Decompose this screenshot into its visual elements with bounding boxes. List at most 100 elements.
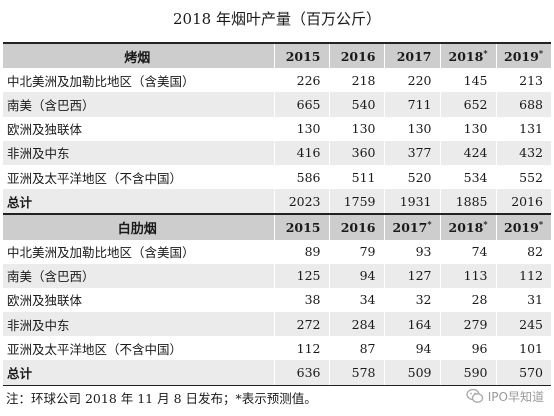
region-cell: 中北美洲及加勒比地区（含美国） (7, 73, 195, 89)
total-value-cell: 509 (383, 360, 440, 386)
year-label: 2017 (392, 219, 428, 235)
total-value-cell: 590 (439, 360, 496, 386)
value-cell: 112 (273, 336, 329, 361)
watermark: IPO早知道 (466, 385, 544, 407)
value-cell: 130 (383, 116, 440, 141)
value-cell: 93 (383, 239, 440, 264)
value-cell: 87 (328, 336, 384, 361)
value-cell: 416 (273, 140, 329, 165)
table-row: 南美（含巴西） 125 94 127 113 112 (3, 263, 551, 288)
forecast-mark: * (483, 47, 488, 58)
year-label: 2015 (285, 219, 321, 235)
value-cell: 218 (328, 68, 384, 93)
value-cell: 586 (273, 164, 329, 190)
region-cell: 亚洲及太平洋地区（不含中国） (7, 341, 183, 357)
total-value-cell: 578 (328, 360, 384, 386)
value-cell: 552 (495, 164, 551, 190)
value-cell: 125 (273, 263, 329, 288)
total-value-cell: 2023 (273, 189, 329, 215)
wechat-icon (466, 388, 483, 403)
burley-total-row: 总计 636 578 509 590 570 (3, 360, 551, 386)
value-cell: 32 (383, 287, 440, 313)
value-cell: 89 (273, 239, 329, 264)
year-label: 2015 (285, 48, 321, 64)
table-row: 亚洲及太平洋地区（不含中国） 586 511 520 534 552 (3, 164, 551, 190)
burley-year-header: 2019* (495, 213, 551, 240)
value-cell: 112 (495, 263, 551, 288)
total-value-cell: 636 (273, 360, 329, 386)
table-row: 非洲及中东 272 284 164 279 245 (3, 312, 551, 337)
value-cell: 127 (383, 263, 440, 288)
burley-header-row: 白肋烟 2015 2016 2017* 2018* 2019* (3, 213, 551, 240)
value-cell: 74 (439, 239, 496, 264)
forecast-mark: * (483, 218, 488, 229)
flue_cured-total-row: 总计 2023 1759 1931 1885 2016 (3, 189, 551, 215)
value-cell: 272 (273, 312, 329, 337)
total-value-cell: 1931 (383, 189, 440, 215)
flue_cured-year-header: 2016 (328, 41, 384, 69)
table-row: 中北美洲及加勒比地区（含美国） 89 79 93 74 82 (3, 239, 551, 264)
value-cell: 520 (383, 164, 440, 190)
value-cell: 711 (383, 92, 440, 117)
table-row: 欧洲及独联体 130 130 130 130 131 (3, 116, 551, 141)
value-cell: 34 (328, 287, 384, 313)
value-cell: 113 (439, 263, 496, 288)
table-row: 亚洲及太平洋地区（不含中国） 112 87 94 96 101 (3, 336, 551, 361)
region-cell: 非洲及中东 (3, 140, 274, 165)
total-value-cell: 570 (495, 360, 551, 386)
flue_cured-year-header: 2017 (383, 41, 440, 69)
watermark-text: IPO早知道 (487, 389, 544, 404)
table-row: 欧洲及独联体 38 34 32 28 31 (3, 287, 551, 313)
year-label: 2018 (448, 219, 484, 235)
tobacco-production-table: 烤烟 2015 2016 2017 2018* 2019* 中北美洲及加勒比地区（含美国） 2… (3, 41, 551, 386)
burley-year-header: 2016 (328, 213, 384, 240)
total-value-cell: 1759 (328, 189, 384, 215)
value-cell: 534 (439, 164, 496, 190)
value-cell: 96 (439, 336, 496, 361)
value-cell: 145 (439, 68, 496, 93)
value-cell: 540 (328, 92, 384, 117)
forecast-mark: * (538, 47, 543, 58)
burley-category-label: 白肋烟 (3, 213, 274, 240)
year-label: 2016 (340, 48, 376, 64)
value-cell: 131 (495, 116, 551, 141)
region-cell: 中北美洲及加勒比地区（含美国） (7, 245, 195, 261)
year-label: 2018 (448, 48, 484, 64)
value-cell: 284 (328, 312, 384, 337)
value-cell: 511 (328, 164, 384, 190)
value-cell: 130 (439, 116, 496, 141)
value-cell: 79 (328, 239, 384, 264)
region-cell: 亚洲及太平洋地区（不含中国） (7, 170, 183, 186)
burley-year-header: 2015 (273, 213, 329, 240)
value-cell: 432 (495, 140, 551, 165)
year-label: 2019 (504, 48, 539, 64)
value-cell: 226 (273, 68, 329, 93)
total-value-cell: 1885 (439, 189, 496, 215)
value-cell: 377 (383, 140, 440, 165)
burley-year-header: 2018* (439, 213, 496, 240)
value-cell: 665 (273, 92, 329, 117)
value-cell: 82 (495, 239, 551, 264)
value-cell: 101 (495, 336, 551, 361)
table-row: 南美（含巴西） 665 540 711 652 688 (3, 92, 551, 117)
value-cell: 130 (328, 116, 384, 141)
total-label: 总计 (3, 189, 274, 215)
flue_cured-year-header: 2019* (495, 41, 551, 69)
table-row: 非洲及中东 416 360 377 424 432 (3, 140, 551, 165)
forecast-mark: * (538, 218, 543, 229)
value-cell: 688 (495, 92, 551, 117)
year-label: 2019 (504, 219, 539, 235)
value-cell: 424 (439, 140, 496, 165)
flue_cured-year-header: 2018* (439, 41, 496, 69)
table-title: 2018 年烟叶产量（百万公斤） (173, 10, 381, 28)
region-cell: 非洲及中东 (3, 312, 274, 337)
value-cell: 94 (328, 263, 384, 288)
total-label: 总计 (3, 360, 274, 386)
value-cell: 130 (273, 116, 329, 141)
value-cell: 31 (495, 287, 551, 313)
value-cell: 213 (495, 68, 551, 93)
value-cell: 279 (439, 312, 496, 337)
region-cell: 南美（含巴西） (3, 92, 274, 117)
value-cell: 28 (439, 287, 496, 313)
source-note: 注：环球公司 2018 年 11 月 8 日发布；*表示预测值。 (6, 391, 317, 406)
